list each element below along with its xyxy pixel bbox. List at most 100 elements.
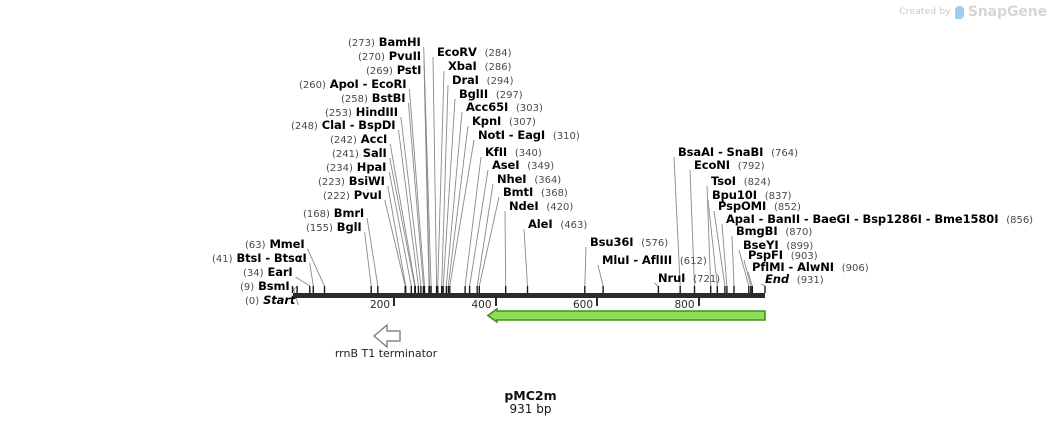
ruler-tick-label: 800 xyxy=(674,298,695,311)
enzyme-site-label[interactable]: AleI (463) xyxy=(528,217,588,231)
enzyme-site-label[interactable]: XbaI (286) xyxy=(448,59,512,73)
ruler-tick-label: 400 xyxy=(471,298,492,311)
leader-line xyxy=(449,139,475,287)
terminator-feature-label: rrnB T1 terminator xyxy=(334,347,438,360)
enzyme-site-label[interactable]: BglII (297) xyxy=(459,87,523,101)
leader-line xyxy=(721,223,728,287)
enzyme-site-label[interactable]: KfII (340) xyxy=(485,145,542,159)
enzyme-site-label[interactable]: NotI - EagI (310) xyxy=(478,128,580,142)
leader-line xyxy=(309,262,314,287)
leader-line xyxy=(447,125,469,287)
enzyme-site-label[interactable]: Acc65I (303) xyxy=(466,100,543,114)
enzyme-site-label[interactable]: DraI (294) xyxy=(452,73,514,87)
leader-line xyxy=(689,169,695,287)
leader-line xyxy=(366,217,379,287)
leader-line xyxy=(464,156,482,287)
leader-line xyxy=(384,199,406,287)
enzyme-site-label[interactable]: (63) MmeI xyxy=(245,237,305,251)
leader-line xyxy=(387,185,407,287)
leader-line xyxy=(478,196,500,287)
enzyme-site-label[interactable]: ApaI - BanII - BaeGI - Bsp1286I - Bme158… xyxy=(726,212,1034,226)
leader-line xyxy=(597,264,604,287)
leader-line xyxy=(364,231,372,287)
ruler-tick-label: 200 xyxy=(369,298,390,311)
leader-line xyxy=(469,169,489,287)
enzyme-site-label[interactable]: (260) ApoI - EcoRI xyxy=(299,77,407,91)
enzyme-site-label[interactable]: BmgBI (870) xyxy=(736,224,813,238)
enzyme-site-label[interactable]: (242) AccI xyxy=(330,132,388,146)
enzyme-site-label[interactable]: NheI (364) xyxy=(497,172,562,186)
enzyme-site-label[interactable]: PflMI - AlwNI (906) xyxy=(752,260,869,274)
plasmid-name: pMC2m xyxy=(504,388,557,403)
enzyme-site-label[interactable]: (41) BtsI - BtsαI xyxy=(212,251,307,265)
leader-line xyxy=(504,210,507,287)
leader-line xyxy=(423,60,430,287)
leader-line xyxy=(423,74,430,287)
transcript-arrow-shape[interactable] xyxy=(486,307,766,324)
enzyme-site-label[interactable]: (222) PvuI xyxy=(323,188,382,202)
leader-line xyxy=(523,228,528,287)
enzyme-site-label[interactable]: (0) Start xyxy=(245,293,296,307)
enzyme-site-label[interactable]: KpnI (307) xyxy=(472,114,536,128)
enzyme-site-label[interactable]: (270) PvuII xyxy=(358,49,421,63)
leader-line xyxy=(423,46,432,287)
leader-line xyxy=(445,111,463,287)
leader-line xyxy=(437,70,445,287)
snapgene-watermark: Created by SnapGene xyxy=(899,4,1047,20)
ruler-tick-mark xyxy=(494,298,497,306)
enzyme-site-label[interactable]: (34) EarI xyxy=(243,265,293,279)
enzyme-site-label[interactable]: (223) BsiWI xyxy=(318,174,385,188)
leader-line xyxy=(295,276,311,287)
enzyme-site-label[interactable]: (9) BsmI xyxy=(240,279,290,293)
leader-line xyxy=(743,259,752,287)
enzyme-site-label[interactable]: Bpu10I (837) xyxy=(712,188,792,202)
enzyme-site-label[interactable]: BmtI (368) xyxy=(503,185,568,199)
enzyme-site-label[interactable]: PspOMI (852) xyxy=(718,199,801,213)
leader-line xyxy=(442,98,456,287)
leader-line xyxy=(292,285,298,292)
enzyme-site-label[interactable]: BsaAI - SnaBI (764) xyxy=(678,145,799,159)
enzyme-site-label[interactable]: (241) SalI xyxy=(332,146,387,160)
leader-line xyxy=(408,88,425,287)
enzyme-site-label[interactable]: (248) ClaI - BspDI xyxy=(291,118,396,132)
leader-line xyxy=(389,143,416,287)
enzyme-site-label[interactable]: EcoNI (792) xyxy=(694,158,765,172)
plasmid-size: 931 bp xyxy=(509,402,552,416)
enzyme-site-label[interactable]: (258) BstBI xyxy=(341,91,406,105)
enzyme-site-label[interactable]: (253) HindIII xyxy=(325,105,398,119)
terminator-arrow-shape[interactable] xyxy=(373,323,401,349)
enzyme-site-label[interactable]: Bsu36I (576) xyxy=(590,235,669,249)
ruler-tick-mark xyxy=(393,298,395,306)
enzyme-site-label[interactable]: EcoRV (284) xyxy=(437,45,512,59)
leader-line xyxy=(706,185,712,287)
snapgene-logo-icon xyxy=(954,5,964,19)
ruler-tick-label: 600 xyxy=(572,298,593,311)
leader-line xyxy=(400,116,422,287)
leader-line xyxy=(476,183,494,287)
enzyme-site-label[interactable]: MluI - AflIII (612) xyxy=(602,253,707,267)
leader-line xyxy=(307,248,325,287)
enzyme-site-label[interactable]: PspFI (903) xyxy=(748,248,818,262)
enzyme-site-label[interactable]: BseYI (899) xyxy=(743,238,814,252)
leader-line xyxy=(408,102,424,287)
watermark-created-by-label: Created by xyxy=(899,7,951,17)
enzyme-site-label[interactable]: TsoI (824) xyxy=(711,174,771,188)
backbone-bar xyxy=(292,293,765,298)
leader-line xyxy=(584,246,587,287)
leader-line xyxy=(441,84,449,287)
enzyme-site-label[interactable]: NruI (721) xyxy=(658,271,721,285)
enzyme-site-label[interactable]: NdeI (420) xyxy=(509,199,574,213)
enzyme-site-label[interactable]: (168) BmrI xyxy=(303,206,365,220)
enzyme-site-label[interactable]: (269) PstI xyxy=(366,63,422,77)
leader-line xyxy=(731,235,735,287)
enzyme-site-label[interactable]: (155) BglI xyxy=(306,220,362,234)
enzyme-site-label[interactable]: End (931) xyxy=(765,272,824,286)
enzyme-site-label[interactable]: (234) HpaI xyxy=(326,160,387,174)
leader-line xyxy=(388,171,412,287)
leader-line xyxy=(398,129,419,287)
ruler-tick-mark xyxy=(697,298,700,306)
leader-line xyxy=(432,56,438,287)
enzyme-site-label[interactable]: AseI (349) xyxy=(492,158,555,172)
enzyme-site-label[interactable]: (273) BamHI xyxy=(348,35,421,49)
